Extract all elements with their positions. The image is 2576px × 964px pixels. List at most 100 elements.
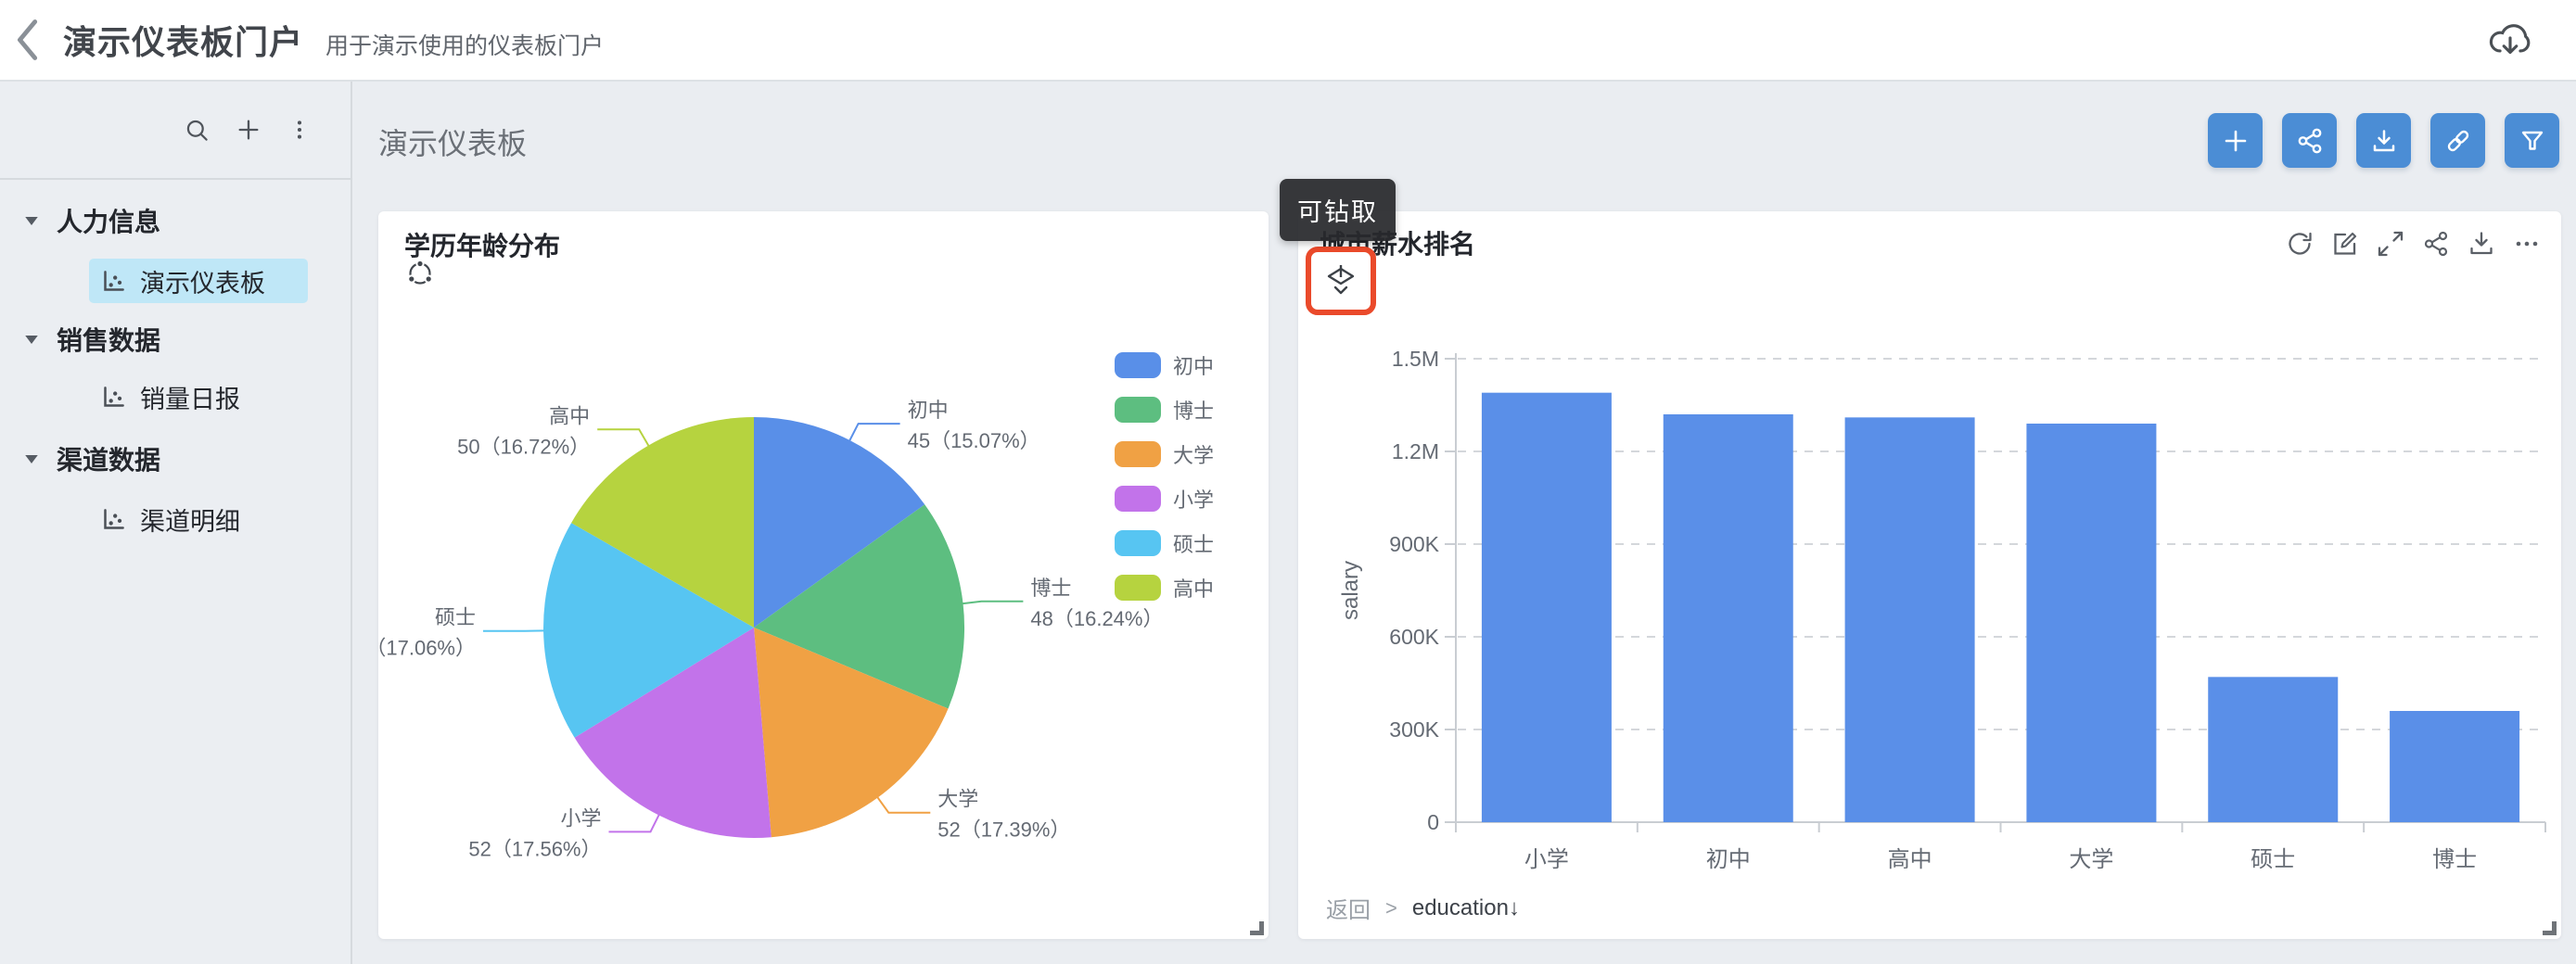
x-category-label: 初中 — [1706, 847, 1751, 872]
download-icon — [2373, 129, 2394, 151]
pie-slice-初中[interactable] — [754, 417, 925, 628]
pie-label-name: 硕士 — [435, 606, 476, 629]
chart-icon — [101, 269, 126, 294]
bar-硕士[interactable] — [2208, 677, 2339, 822]
plus-icon — [238, 120, 259, 140]
share-icon — [2298, 128, 2321, 153]
portal-subtitle: 用于演示使用的仪表板门户 — [325, 33, 605, 59]
search-button[interactable] — [185, 118, 210, 143]
filter-button[interactable] — [2505, 113, 2559, 168]
breadcrumb-back[interactable]: 返回 — [1326, 898, 1371, 923]
export-button[interactable] — [2487, 19, 2533, 60]
sidebar-group-sales[interactable]: 销售数据 — [0, 319, 351, 360]
resize-handle[interactable] — [2543, 921, 2557, 935]
y-tick-label: 0 — [1427, 810, 1439, 834]
pie-label-line — [876, 796, 931, 814]
bar-初中[interactable] — [1663, 414, 1793, 822]
back-chevron-icon — [17, 19, 38, 60]
fullscreen-button[interactable] — [2377, 230, 2404, 258]
linkage-button[interactable] — [406, 260, 434, 287]
caret-down-icon[interactable] — [25, 454, 38, 463]
link-button[interactable] — [2430, 113, 2485, 168]
pie-label-value: 51（17.06%） — [378, 637, 476, 660]
y-axis-title: salary — [1338, 561, 1363, 620]
refresh-icon — [2289, 232, 2312, 255]
pie-label-line — [962, 600, 1024, 605]
add-filter-component-button[interactable] — [2208, 113, 2263, 168]
x-category-label: 高中 — [1888, 847, 1932, 872]
sidebar-group-label: 渠道数据 — [57, 446, 161, 475]
legend-swatch — [1115, 486, 1161, 512]
pie-slice-博士[interactable] — [754, 504, 965, 709]
share-icon — [2424, 231, 2448, 257]
legend-label: 高中 — [1173, 577, 1215, 601]
legend-item-硕士[interactable]: 硕士 — [1115, 530, 1214, 556]
bar-大学[interactable] — [2026, 424, 2157, 822]
legend-label: 初中 — [1173, 355, 1215, 378]
breadcrumb-separator: > — [1385, 895, 1397, 920]
legend-item-初中[interactable]: 初中 — [1115, 352, 1214, 378]
pie-label-value: 48（16.24%） — [1030, 607, 1163, 630]
bar-博士[interactable] — [2390, 711, 2520, 822]
caret-down-icon[interactable] — [25, 216, 38, 225]
x-category-label: 小学 — [1524, 847, 1569, 872]
chart-more-button[interactable] — [2513, 230, 2541, 258]
legend-swatch — [1115, 352, 1161, 378]
bar-高中[interactable] — [1844, 417, 1975, 822]
link-icon — [2447, 130, 2468, 151]
x-category-label: 博士 — [2432, 847, 2477, 872]
pie-slice-小学[interactable] — [574, 628, 772, 838]
pie-slice-硕士[interactable] — [543, 523, 754, 738]
legend-item-博士[interactable]: 博士 — [1115, 397, 1214, 423]
y-tick-label: 900K — [1389, 532, 1439, 556]
download-button[interactable] — [2356, 113, 2411, 168]
pie-label-value: 52（17.39%） — [937, 818, 1070, 842]
legend-swatch — [1115, 397, 1161, 423]
x-category-label: 大学 — [2069, 847, 2113, 872]
expand-icon — [2378, 231, 2404, 257]
refresh-button[interactable] — [2286, 230, 2314, 258]
edit-icon — [2334, 232, 2357, 255]
pie-label-name: 小学 — [560, 806, 601, 830]
dashboard-title: 演示仪表板 — [378, 127, 528, 160]
chart-toolbar — [2286, 230, 2541, 258]
sidebar-item-sales-daily[interactable]: 销量日报 — [89, 374, 308, 419]
legend-item-小学[interactable]: 小学 — [1115, 486, 1214, 512]
back-button[interactable] — [15, 16, 39, 64]
sidebar-group-channel[interactable]: 渠道数据 — [0, 438, 351, 479]
linkage-icon — [407, 260, 433, 285]
download-icon — [2470, 232, 2493, 255]
resize-handle[interactable] — [1250, 921, 1264, 935]
legend-swatch — [1115, 575, 1161, 601]
add-button[interactable] — [236, 117, 261, 143]
bar-小学[interactable] — [1481, 392, 1612, 822]
pie-label-value: 45（15.07%） — [908, 429, 1040, 452]
pie-chart: 初中 45（15.07%） 博士 48（16.24%） 大学 52（17.39%） 小学 52… — [378, 399, 1163, 860]
sidebar: 人力信息 演示仪表板 销售数据 销量日报 渠道数据 渠道明细 — [0, 82, 352, 964]
bar-chart: 0 300K 600K 900K 1.2M 1.5M 小学 初中 高中 大学 硕士 博士 salary — [1338, 347, 2546, 872]
legend-item-高中[interactable]: 高中 — [1115, 575, 1214, 601]
y-tick-label: 600K — [1389, 625, 1439, 649]
share-button[interactable] — [2282, 113, 2337, 168]
y-tick-label: 1.5M — [1392, 347, 1439, 371]
more-menu-button[interactable] — [287, 118, 312, 142]
sidebar-item-label: 渠道明细 — [140, 507, 240, 536]
sidebar-item-channel-detail[interactable]: 渠道明细 — [89, 497, 308, 541]
legend-item-大学[interactable]: 大学 — [1115, 441, 1214, 467]
pie-slice-大学[interactable] — [754, 628, 949, 838]
sidebar-group-hr[interactable]: 人力信息 — [0, 200, 351, 241]
cloud-download-icon — [2489, 24, 2531, 55]
chart-share-button[interactable] — [2422, 230, 2450, 258]
breadcrumb-current-field[interactable]: education↓ — [1411, 894, 1520, 920]
pie-slice-高中[interactable] — [571, 417, 754, 628]
portal-title: 演示仪表板门户 — [63, 23, 304, 61]
pie-label-name: 博士 — [1030, 577, 1071, 600]
drill-down-button[interactable] — [1322, 262, 1359, 299]
edit-button[interactable] — [2331, 230, 2359, 258]
pie-label-value: 52（17.56%） — [468, 837, 601, 860]
chart-download-button[interactable] — [2468, 230, 2495, 258]
caret-down-icon[interactable] — [25, 335, 38, 344]
pie-label-name: 高中 — [549, 404, 590, 427]
sidebar-item-demo-dashboard[interactable]: 演示仪表板 — [89, 259, 308, 303]
pie-legend: 初中博士大学小学硕士高中 — [1115, 352, 1214, 619]
